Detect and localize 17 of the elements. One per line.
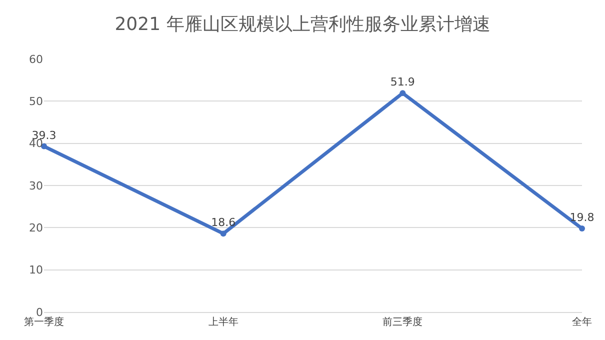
data-label: 51.9	[390, 76, 415, 89]
x-tick-label: 前三季度	[382, 316, 423, 328]
y-tick-label: 50	[29, 95, 43, 108]
y-tick-label: 30	[29, 179, 43, 192]
point	[400, 90, 406, 96]
x-tick-label: 第一季度	[24, 316, 64, 328]
data-label: 19.8	[570, 211, 594, 224]
chart-title: 2021 年雁山区规模以上营利性服务业累计增速	[114, 14, 490, 36]
y-tick-label: 60	[29, 52, 43, 66]
x-tick-label: 上半年	[208, 316, 238, 328]
x-tick-label: 全年	[572, 316, 592, 328]
y-tick-label: 20	[29, 222, 43, 235]
data-label: 18.6	[211, 216, 236, 230]
point	[579, 226, 585, 232]
point	[220, 230, 226, 237]
y-tick-label: 10	[29, 264, 43, 277]
y-tick-label: 0	[36, 306, 43, 319]
